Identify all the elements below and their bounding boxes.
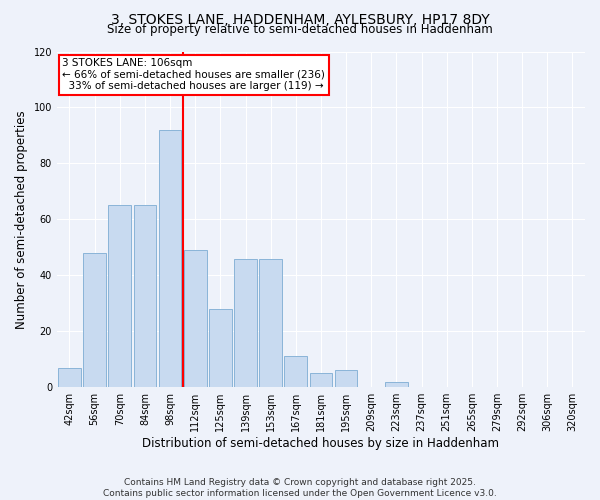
Bar: [83, 253, 106, 387]
Bar: [234, 258, 257, 387]
Bar: [259, 258, 282, 387]
Text: 3, STOKES LANE, HADDENHAM, AYLESBURY, HP17 8DY: 3, STOKES LANE, HADDENHAM, AYLESBURY, HP…: [110, 12, 490, 26]
Bar: [58, 368, 81, 387]
Bar: [109, 206, 131, 387]
X-axis label: Distribution of semi-detached houses by size in Haddenham: Distribution of semi-detached houses by …: [142, 437, 499, 450]
Text: Contains HM Land Registry data © Crown copyright and database right 2025.
Contai: Contains HM Land Registry data © Crown c…: [103, 478, 497, 498]
Y-axis label: Number of semi-detached properties: Number of semi-detached properties: [15, 110, 28, 328]
Bar: [335, 370, 358, 387]
Bar: [284, 356, 307, 387]
Bar: [310, 373, 332, 387]
Bar: [134, 206, 156, 387]
Bar: [184, 250, 206, 387]
Bar: [385, 382, 408, 387]
Bar: [209, 309, 232, 387]
Bar: [159, 130, 181, 387]
Text: 3 STOKES LANE: 106sqm
← 66% of semi-detached houses are smaller (236)
  33% of s: 3 STOKES LANE: 106sqm ← 66% of semi-deta…: [62, 58, 325, 92]
Text: Size of property relative to semi-detached houses in Haddenham: Size of property relative to semi-detach…: [107, 24, 493, 36]
